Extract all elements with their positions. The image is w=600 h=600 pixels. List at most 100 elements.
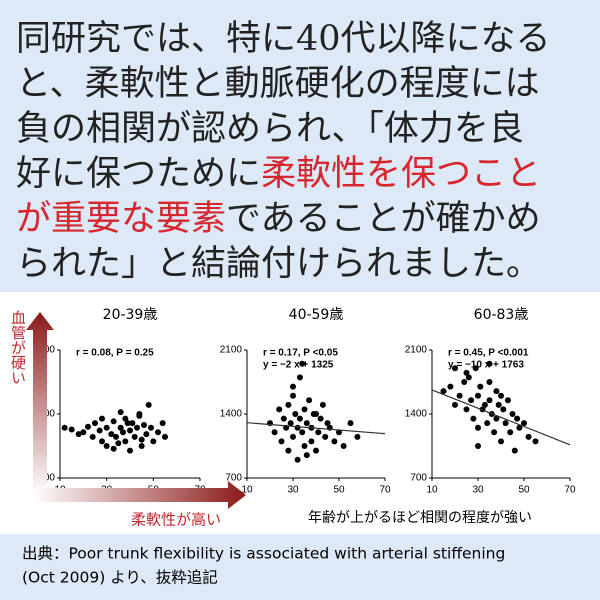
y-tick-label: 2100 — [220, 345, 243, 356]
point — [475, 443, 481, 449]
x-arrow — [33, 481, 246, 509]
x-tick-label: 70 — [379, 485, 391, 496]
x-tick-label: 10 — [426, 485, 438, 496]
x-tick-label: 50 — [333, 485, 345, 496]
point — [324, 420, 331, 427]
point — [162, 433, 168, 440]
point — [296, 374, 303, 381]
point — [75, 431, 82, 438]
point — [103, 424, 110, 431]
y-tick-label: 1400 — [405, 409, 428, 420]
point — [290, 383, 296, 390]
point — [134, 424, 140, 431]
body-line: 負の相関が認められ、「体力を良 — [16, 109, 524, 149]
x-tick-label: 50 — [518, 485, 530, 496]
point — [310, 411, 317, 417]
point — [159, 420, 166, 427]
point — [452, 401, 458, 408]
point — [271, 429, 278, 436]
x-tick-label: 10 — [241, 485, 253, 496]
point — [481, 401, 488, 408]
point — [525, 433, 532, 440]
point — [461, 379, 468, 385]
body-line: 好に保つために柔軟性を保つこと — [16, 154, 541, 194]
body-line: られた」と結論付けられました。 — [16, 244, 541, 284]
point — [303, 452, 310, 459]
point — [340, 443, 347, 449]
point — [124, 420, 131, 427]
point — [138, 443, 145, 449]
annotation: y = −10 x + 1763 — [448, 360, 524, 371]
caption-background — [0, 534, 600, 600]
point — [138, 436, 145, 443]
point — [108, 431, 115, 438]
point — [475, 392, 481, 399]
point — [127, 427, 133, 434]
x-tick-label: 70 — [564, 485, 576, 496]
point — [276, 406, 283, 413]
point — [110, 418, 117, 425]
point — [89, 433, 96, 440]
point — [290, 433, 296, 440]
point — [287, 420, 294, 427]
text-background — [0, 0, 600, 292]
scatter-chart: 40-59歳 700 1400 2100 10 30 50 70 r = 0.17, P <0.… — [220, 307, 391, 496]
point — [120, 429, 126, 436]
point — [296, 415, 303, 422]
point — [294, 424, 301, 431]
point — [96, 427, 103, 434]
text-segment: であることが確かめ — [226, 199, 541, 239]
point — [511, 447, 518, 454]
point — [306, 397, 313, 404]
point — [319, 401, 326, 408]
point — [502, 420, 509, 427]
point — [145, 401, 152, 408]
point — [322, 433, 329, 440]
point — [61, 424, 68, 431]
y-tick-label: 700 — [225, 473, 242, 484]
body-line: が重要な要素であることが確かめ — [16, 199, 541, 239]
point — [148, 424, 154, 431]
point — [521, 420, 527, 427]
point — [504, 397, 511, 404]
body-line: と、柔軟性と動脈硬化の程度には — [16, 64, 540, 104]
point — [331, 438, 338, 445]
point — [68, 426, 75, 433]
body-text: 同研究では、特に40代以降になると、柔軟性と動脈硬化の程度には負の相関が認められ… — [16, 19, 551, 284]
point — [495, 401, 502, 408]
point — [99, 438, 105, 445]
point — [463, 369, 470, 376]
point — [122, 438, 129, 445]
point — [470, 415, 477, 422]
point — [472, 365, 479, 372]
chart-title: 40-59歳 — [289, 307, 344, 323]
point — [486, 360, 493, 367]
point — [493, 388, 500, 395]
chart-title: 60-83歳 — [474, 307, 529, 323]
point — [301, 406, 308, 413]
point — [447, 383, 454, 390]
text-segment: が重要な要素 — [16, 199, 226, 239]
scatter-chart: 60-83歳 700 1400 2100 10 30 50 70 r = 0.45, P <0.… — [405, 307, 576, 496]
text-segment: られた」と結論付けられました。 — [16, 244, 541, 284]
point — [493, 415, 500, 422]
point — [299, 429, 306, 436]
point — [347, 420, 354, 427]
point — [477, 383, 484, 390]
point — [117, 424, 124, 431]
trend-line — [246, 422, 386, 435]
point — [336, 429, 342, 436]
text-segment: と、柔軟性と動脈硬化の程度には — [16, 64, 540, 104]
point — [486, 397, 493, 404]
x-tick-label: 30 — [287, 485, 299, 496]
point — [131, 433, 138, 440]
x-tick-label: 30 — [472, 485, 484, 496]
point — [303, 420, 310, 427]
point — [475, 424, 481, 431]
text-segment: 好に保つために — [16, 154, 261, 194]
point — [141, 421, 147, 428]
trend-line — [431, 389, 571, 446]
point — [354, 433, 361, 440]
